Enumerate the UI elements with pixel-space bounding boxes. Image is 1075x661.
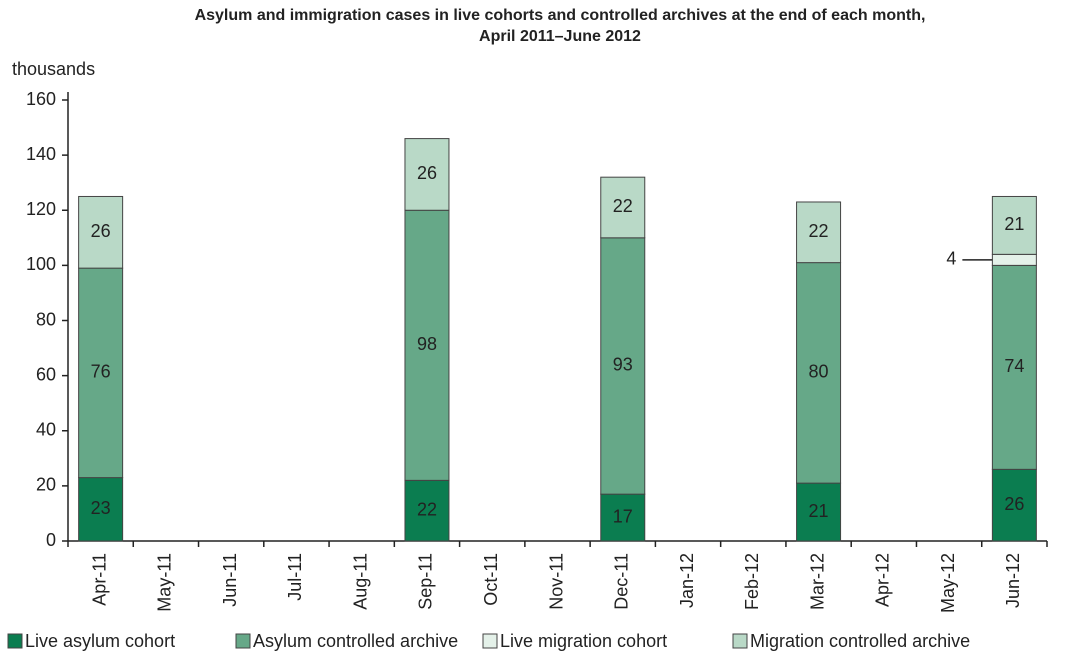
bar-segment bbox=[78, 477, 124, 542]
y-tick-label: 120 bbox=[26, 199, 56, 219]
bar-segment bbox=[600, 237, 646, 495]
y-tick-label: 40 bbox=[36, 420, 56, 440]
y-tick-label: 60 bbox=[36, 364, 56, 384]
bar-segment bbox=[78, 267, 124, 479]
data-label: 22 bbox=[613, 196, 633, 216]
bar-segment bbox=[991, 253, 1037, 266]
bar-segment bbox=[796, 262, 842, 484]
x-tick-label: Jan-12 bbox=[677, 553, 697, 608]
data-label: 22 bbox=[809, 221, 829, 241]
legend-label: Asylum controlled archive bbox=[253, 631, 458, 651]
x-tick-label: Apr-11 bbox=[89, 553, 109, 606]
x-tick-label: Feb-12 bbox=[742, 553, 762, 610]
data-label: 76 bbox=[91, 362, 111, 382]
y-tick-label: 80 bbox=[36, 309, 56, 329]
y-tick-label: 100 bbox=[26, 254, 56, 274]
data-label: 21 bbox=[1004, 214, 1024, 234]
x-tick-label: Apr-12 bbox=[873, 553, 893, 607]
bar-segment bbox=[600, 176, 646, 239]
legend-label: Migration controlled archive bbox=[750, 631, 970, 651]
bar-segment bbox=[991, 195, 1037, 255]
legend-swatch bbox=[732, 633, 748, 649]
legend-swatch bbox=[235, 633, 251, 649]
x-tick-label: May-11 bbox=[155, 553, 175, 612]
y-tick-label: 20 bbox=[36, 475, 56, 495]
y-axis-label: thousands bbox=[12, 59, 95, 79]
x-tick-label: Mar-12 bbox=[807, 553, 827, 610]
x-tick-label: May-12 bbox=[938, 553, 958, 613]
data-label: 4 bbox=[946, 249, 956, 269]
y-tick-label: 140 bbox=[26, 144, 56, 164]
data-label: 22 bbox=[417, 499, 437, 519]
data-label: 80 bbox=[809, 362, 829, 382]
x-tick-label: Oct-11 bbox=[481, 553, 501, 606]
x-tick-label: Dec-11 bbox=[612, 553, 632, 610]
bar-segment bbox=[796, 482, 842, 542]
legend-swatch bbox=[482, 633, 498, 649]
y-tick-label: 0 bbox=[46, 530, 56, 550]
data-label: 74 bbox=[1004, 356, 1024, 376]
data-label: 26 bbox=[1004, 494, 1024, 514]
data-label: 17 bbox=[613, 506, 633, 526]
data-label: 93 bbox=[613, 355, 633, 375]
x-tick-label: Jun-12 bbox=[1003, 553, 1023, 608]
legend-swatch bbox=[7, 633, 23, 649]
x-tick-label: Aug-11 bbox=[350, 553, 370, 610]
chart-title: Asylum and immigration cases in live coh… bbox=[195, 7, 926, 24]
bar-segment bbox=[796, 201, 842, 264]
bar-segment bbox=[78, 195, 124, 269]
bar-segment bbox=[991, 468, 1037, 542]
chart-title: April 2011–June 2012 bbox=[479, 28, 641, 45]
x-tick-label: Jun-11 bbox=[220, 553, 240, 607]
bar-segment bbox=[404, 138, 450, 211]
x-tick-label: Jul-11 bbox=[285, 553, 305, 601]
bar-segment bbox=[991, 264, 1037, 470]
bar-segment bbox=[404, 479, 450, 542]
data-label: 26 bbox=[91, 221, 111, 241]
x-tick-label: Nov-11 bbox=[546, 553, 566, 610]
bar-segment bbox=[600, 493, 646, 542]
legend-label: Live migration cohort bbox=[500, 631, 667, 651]
legend-label: Live asylum cohort bbox=[25, 631, 175, 651]
data-label: 98 bbox=[417, 334, 437, 354]
data-label: 23 bbox=[91, 498, 111, 518]
data-label: 26 bbox=[417, 163, 437, 183]
x-tick-label: Sep-11 bbox=[416, 553, 436, 610]
y-tick-label: 160 bbox=[26, 89, 56, 109]
data-label: 21 bbox=[809, 501, 829, 521]
bar-segment bbox=[404, 209, 450, 481]
